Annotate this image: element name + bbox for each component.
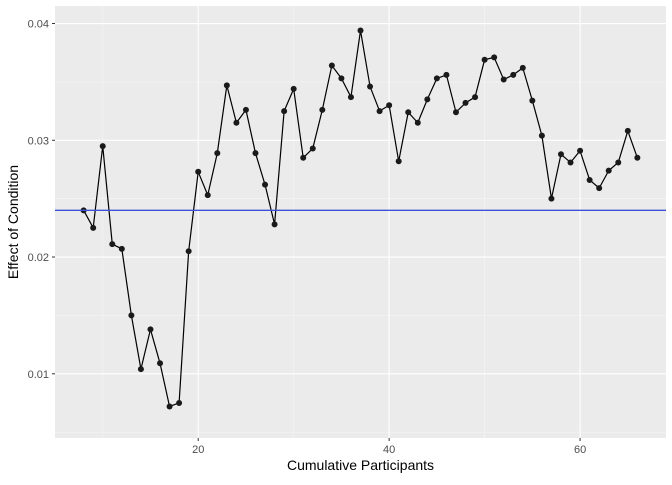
data-point xyxy=(319,106,326,113)
data-point xyxy=(500,76,507,83)
data-point xyxy=(586,176,593,183)
data-point xyxy=(433,75,440,82)
data-point xyxy=(557,151,564,158)
y-axis-title: Effect of Condition xyxy=(5,165,21,279)
x-axis-title: Cumulative Participants xyxy=(287,457,434,473)
data-point xyxy=(338,75,345,82)
x-axis-ticks: 20 40 60 xyxy=(192,438,586,456)
data-point xyxy=(510,71,517,78)
data-point xyxy=(90,224,97,231)
x-tick-label: 20 xyxy=(192,444,204,456)
data-point xyxy=(472,94,479,101)
data-point xyxy=(118,245,125,252)
data-point xyxy=(424,96,431,103)
data-point xyxy=(452,109,459,116)
data-point xyxy=(357,27,364,34)
data-point xyxy=(242,106,249,113)
data-point xyxy=(567,159,574,166)
y-tick-label: 0.01 xyxy=(28,369,49,381)
data-point xyxy=(290,85,297,92)
data-point xyxy=(386,102,393,109)
data-point xyxy=(519,64,526,71)
data-point xyxy=(204,192,211,199)
data-point xyxy=(376,108,383,115)
major-gridlines xyxy=(55,6,666,438)
data-point xyxy=(128,312,135,319)
data-point xyxy=(529,97,536,104)
series-layer xyxy=(80,27,641,410)
data-point xyxy=(605,167,612,174)
data-point xyxy=(223,82,230,89)
data-point xyxy=(491,54,498,61)
data-point xyxy=(300,154,307,161)
data-point xyxy=(233,119,240,126)
data-point xyxy=(166,403,173,410)
data-point xyxy=(347,94,354,101)
data-point xyxy=(548,195,555,202)
data-point xyxy=(185,248,192,255)
y-tick-label: 0.04 xyxy=(28,19,49,31)
data-point xyxy=(252,150,259,157)
minor-gridlines xyxy=(55,6,666,438)
data-point xyxy=(367,83,374,90)
data-point xyxy=(137,366,144,373)
y-tick-label: 0.02 xyxy=(28,252,49,264)
data-point xyxy=(147,326,154,333)
data-point xyxy=(405,109,412,116)
data-point xyxy=(271,221,278,228)
data-point xyxy=(414,119,421,126)
data-point xyxy=(577,147,584,154)
data-point xyxy=(395,158,402,165)
data-point xyxy=(176,399,183,406)
data-point xyxy=(281,108,288,115)
data-point xyxy=(99,143,106,150)
data-point xyxy=(309,145,316,152)
data-point xyxy=(262,181,269,188)
data-point xyxy=(615,159,622,166)
data-point xyxy=(481,56,488,63)
y-tick-label: 0.03 xyxy=(28,135,49,147)
plot-panel xyxy=(55,6,666,438)
data-point xyxy=(462,99,469,106)
data-point xyxy=(195,168,202,175)
data-point xyxy=(157,360,164,367)
data-point xyxy=(596,185,603,192)
data-point xyxy=(538,132,545,139)
x-tick-label: 60 xyxy=(574,444,586,456)
data-point xyxy=(109,241,116,248)
data-point xyxy=(443,71,450,78)
data-point xyxy=(328,62,335,69)
data-point xyxy=(624,127,631,134)
y-axis-ticks: 0.01 0.02 0.03 0.04 xyxy=(28,19,55,381)
data-point xyxy=(634,154,641,161)
x-tick-label: 40 xyxy=(383,444,395,456)
data-point xyxy=(214,150,221,157)
